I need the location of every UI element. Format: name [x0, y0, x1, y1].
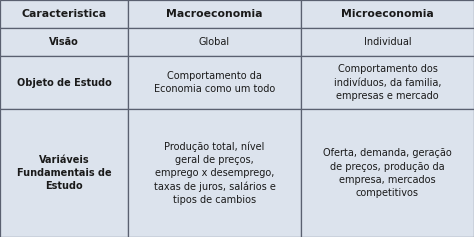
Bar	[0, 109, 128, 237]
Bar	[301, 109, 474, 237]
Bar	[0, 0, 128, 28]
Text: Comportamento dos
indivíduos, da familia,
empresas e mercado: Comportamento dos indivíduos, da familia…	[334, 64, 441, 101]
Bar	[128, 109, 301, 237]
Text: Global: Global	[199, 37, 230, 47]
Text: Macroeconomia: Macroeconomia	[166, 9, 263, 19]
Bar	[128, 0, 301, 28]
Bar	[128, 28, 301, 56]
Text: Variáveis
Fundamentais de
Estudo: Variáveis Fundamentais de Estudo	[17, 155, 111, 191]
Bar	[301, 28, 474, 56]
Text: Objeto de Estudo: Objeto de Estudo	[17, 77, 111, 88]
Text: Caracteristica: Caracteristica	[21, 9, 107, 19]
Text: Produção total, nível
geral de preços,
emprego x desemprego,
taxas de juros, sal: Produção total, nível geral de preços, e…	[154, 141, 275, 205]
Bar	[0, 56, 128, 109]
Text: Comportamento da
Economia como um todo: Comportamento da Economia como um todo	[154, 71, 275, 94]
Text: Visão: Visão	[49, 37, 79, 47]
Text: Microeconomia: Microeconomia	[341, 9, 434, 19]
Bar	[0, 28, 128, 56]
Bar	[301, 56, 474, 109]
Bar	[301, 0, 474, 28]
Text: Individual: Individual	[364, 37, 411, 47]
Bar	[128, 56, 301, 109]
Text: Oferta, demanda, geração
de preços, produção da
empresa, mercados
competitivos: Oferta, demanda, geração de preços, prod…	[323, 148, 452, 198]
